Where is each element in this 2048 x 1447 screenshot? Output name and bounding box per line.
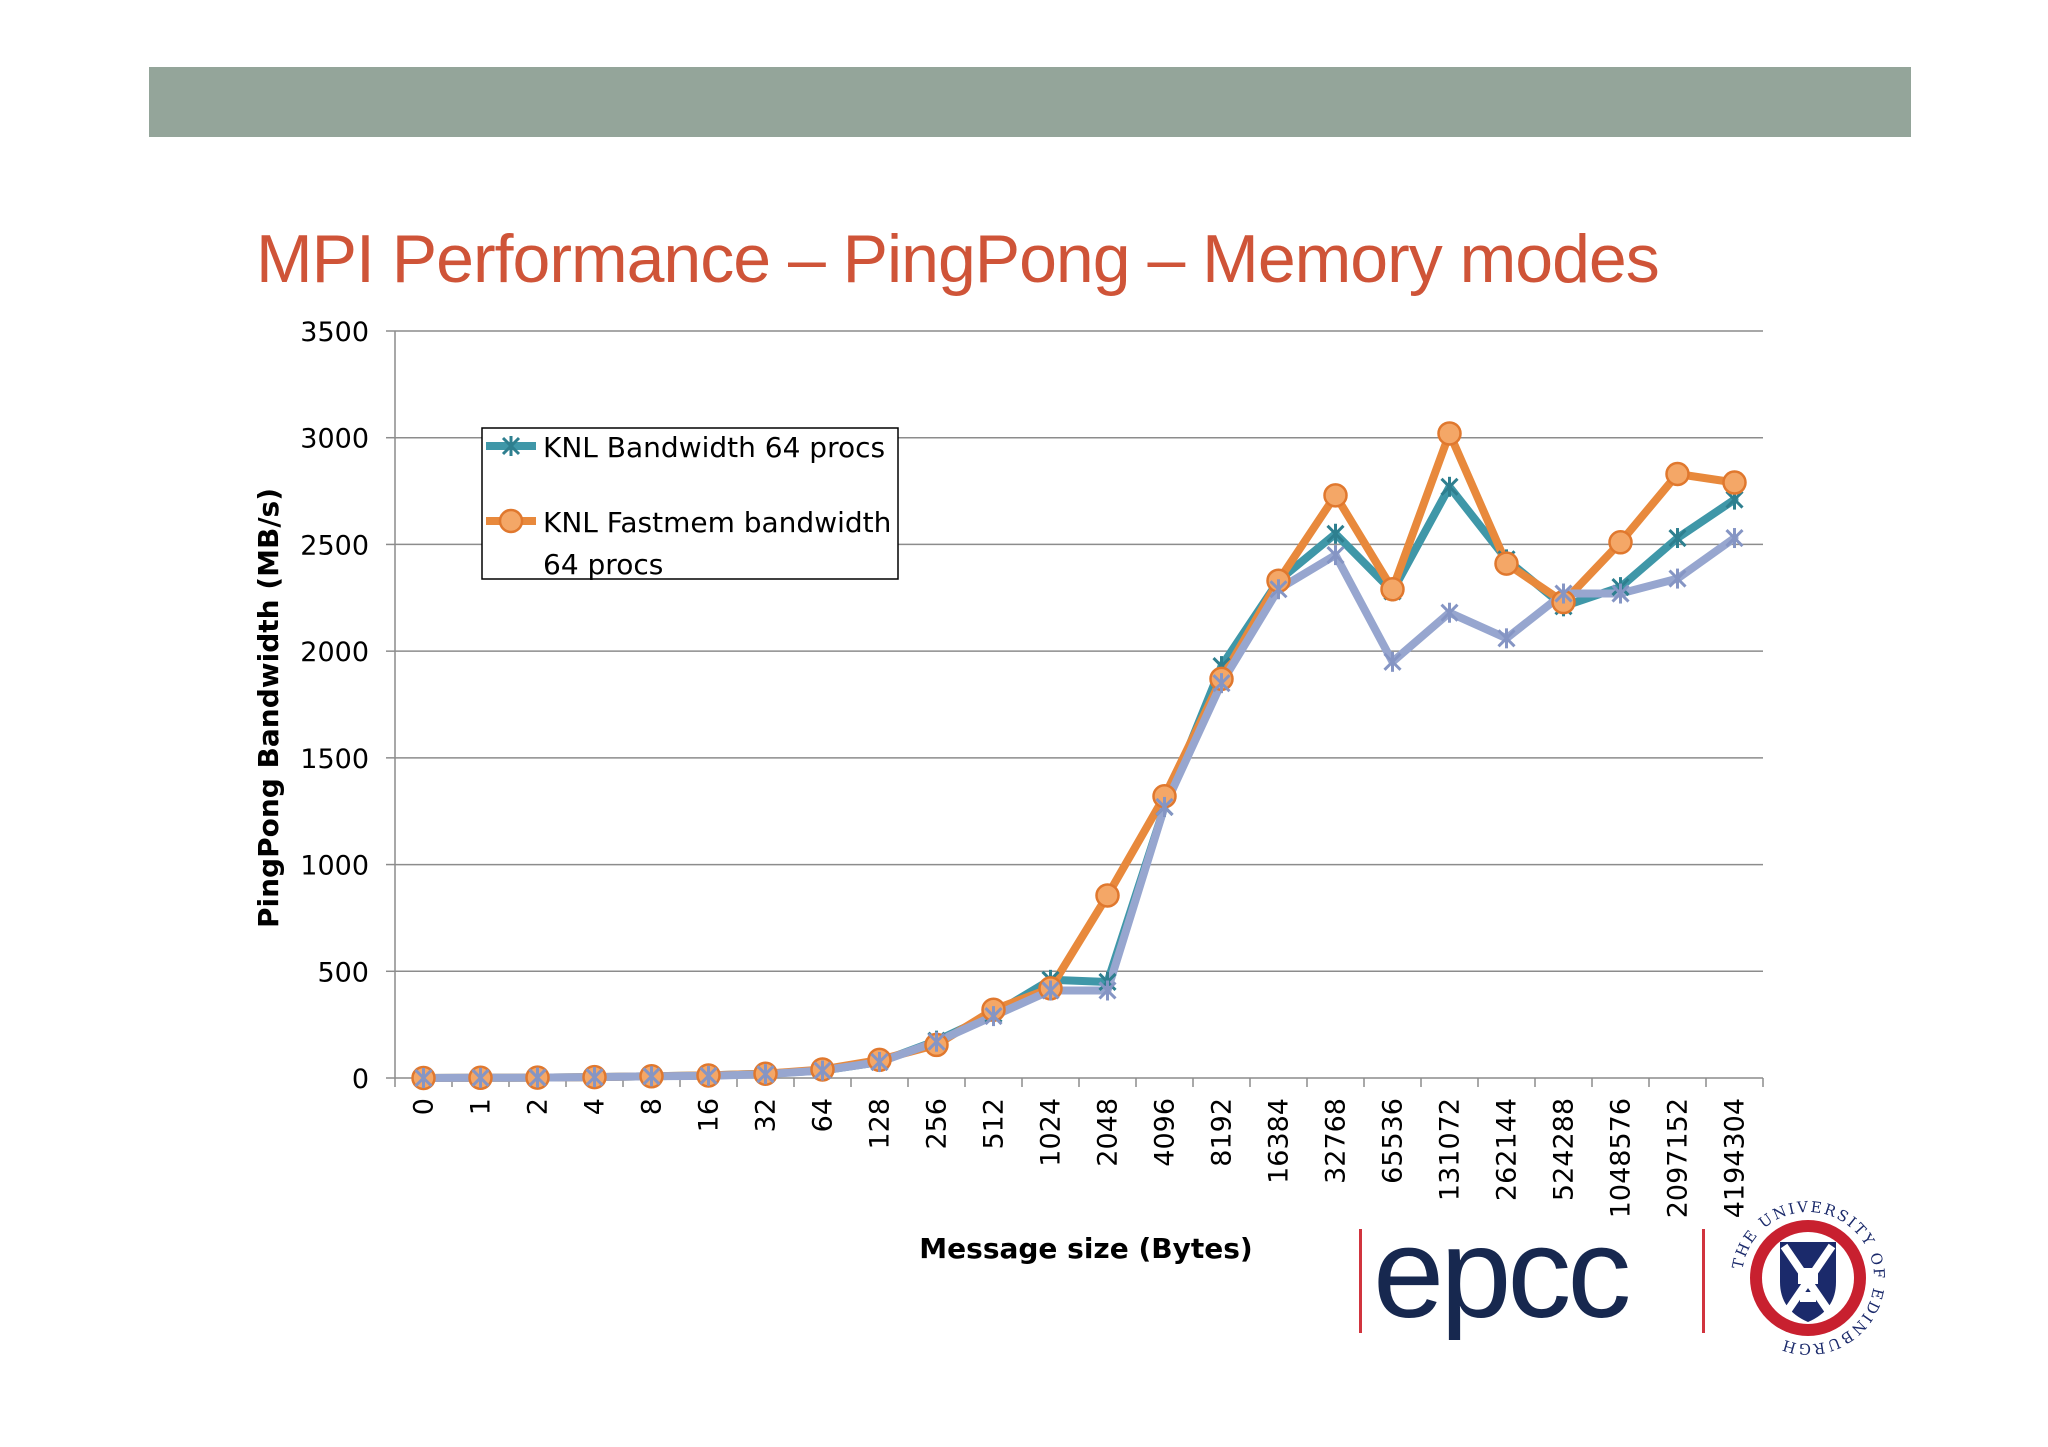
data-point-series-1 bbox=[1326, 523, 1345, 544]
x-tick-label: 2 bbox=[523, 1098, 554, 1115]
data-point-series-2 bbox=[1437, 421, 1462, 446]
y-tick-label: 500 bbox=[317, 957, 369, 988]
data-point-series-3 bbox=[528, 1067, 547, 1088]
data-point-series-1 bbox=[1668, 528, 1687, 549]
data-point-series-3 bbox=[414, 1068, 433, 1088]
gridlines bbox=[395, 330, 1763, 973]
x-tick-label: 16384 bbox=[1264, 1098, 1295, 1184]
data-point-series-2 bbox=[1380, 576, 1405, 602]
x-tick-label: 2048 bbox=[1093, 1098, 1124, 1167]
x-tick-label: 524288 bbox=[1549, 1098, 1580, 1201]
university-crest-logo: THE UNIVERSITY OF EDINBURGH bbox=[1729, 1198, 1887, 1358]
x-tick-label: 1048576 bbox=[1606, 1098, 1637, 1218]
x-tick-label: 32 bbox=[751, 1098, 782, 1132]
data-point-series-2 bbox=[1323, 483, 1348, 508]
data-point-series-2 bbox=[1095, 883, 1120, 908]
series-markers bbox=[411, 421, 1747, 1091]
legend-marker-1 bbox=[501, 436, 521, 456]
data-point-series-3 bbox=[1611, 583, 1630, 604]
data-point-series-3 bbox=[870, 1051, 889, 1072]
data-point-series-1 bbox=[1440, 476, 1459, 497]
data-point-series-2 bbox=[1608, 530, 1633, 555]
x-tick-label: 256 bbox=[922, 1098, 953, 1150]
y-tick-label: 1500 bbox=[300, 744, 369, 775]
data-point-series-3 bbox=[1497, 628, 1516, 649]
data-point-series-3 bbox=[585, 1067, 604, 1088]
x-tick-label: 64 bbox=[808, 1098, 839, 1132]
legend: KNL Bandwidth 64 procs KNL Fastmem bandw… bbox=[481, 427, 899, 581]
x-tick-label: 4096 bbox=[1150, 1098, 1181, 1167]
data-point-series-3 bbox=[1098, 980, 1117, 1001]
x-tick-label: 512 bbox=[979, 1098, 1010, 1150]
epcc-logo-bar-left bbox=[1359, 1229, 1362, 1333]
x-tick-label: 2097152 bbox=[1663, 1098, 1694, 1218]
legend-marker-2 bbox=[498, 508, 524, 534]
data-point-series-3 bbox=[1668, 568, 1687, 589]
x-tick-label: 0 bbox=[409, 1098, 440, 1115]
data-point-series-3 bbox=[813, 1060, 832, 1081]
data-point-series-3 bbox=[756, 1064, 775, 1085]
data-point-series-3 bbox=[1326, 545, 1345, 566]
data-point-series-3 bbox=[1212, 673, 1231, 694]
epcc-logo-bar-right bbox=[1702, 1229, 1705, 1333]
x-tick-label: 131072 bbox=[1435, 1098, 1466, 1201]
x-tick-label: 32768 bbox=[1321, 1098, 1352, 1184]
data-point-series-3 bbox=[927, 1031, 946, 1052]
data-point-series-3 bbox=[984, 1006, 1003, 1027]
x-tick-label: 8192 bbox=[1207, 1098, 1238, 1167]
legend-entry-2-text: KNL Fastmem bandwidth bbox=[543, 506, 891, 539]
data-point-series-3 bbox=[1041, 980, 1060, 1001]
x-tick-label: 1024 bbox=[1036, 1098, 1067, 1167]
x-tick-label: 16 bbox=[694, 1098, 725, 1132]
data-point-series-2 bbox=[1494, 551, 1519, 576]
series-line-3 bbox=[419, 534, 1739, 1082]
y-axis-title: PingPong Bandwidth (MB/s) bbox=[252, 488, 285, 928]
data-point-series-3 bbox=[471, 1067, 490, 1088]
x-tick-label: 4194304 bbox=[1720, 1098, 1751, 1218]
y-tick-label: 3000 bbox=[300, 424, 369, 455]
x-tick-label: 65536 bbox=[1378, 1098, 1409, 1184]
tick-labels: 0 500 1000 1500 2000 2500 3000 3500 0 1 2 4 8 16 32 64 1… bbox=[300, 317, 1750, 1218]
data-point-series-3 bbox=[1725, 528, 1744, 549]
data-point-series-3 bbox=[642, 1066, 661, 1087]
header-bar bbox=[149, 67, 1911, 137]
epcc-logo: epcc bbox=[1359, 1225, 1705, 1340]
data-point-series-3 bbox=[1155, 796, 1174, 817]
x-tick-label: 8 bbox=[637, 1098, 668, 1115]
data-point-series-3 bbox=[1554, 583, 1573, 604]
legend-entry-2-text-line2: 64 procs bbox=[543, 548, 663, 581]
x-tick-label: 128 bbox=[865, 1098, 896, 1150]
axes bbox=[386, 330, 1764, 1087]
data-point-series-2 bbox=[1722, 470, 1747, 495]
data-point-series-2 bbox=[1665, 461, 1690, 487]
y-tick-label: 3500 bbox=[300, 317, 369, 348]
data-point-series-3 bbox=[1440, 602, 1459, 623]
y-tick-label: 2000 bbox=[300, 637, 369, 668]
y-tick-label: 0 bbox=[352, 1064, 369, 1095]
data-point-series-3 bbox=[699, 1065, 718, 1086]
x-tick-label: 262144 bbox=[1492, 1098, 1523, 1201]
y-tick-label: 1000 bbox=[300, 851, 369, 882]
legend-entry-1-text: KNL Bandwidth 64 procs bbox=[543, 431, 885, 464]
data-point-series-3 bbox=[1269, 579, 1288, 600]
epcc-logo-text: epcc bbox=[1373, 1225, 1628, 1340]
x-tick-label: 1 bbox=[466, 1098, 497, 1115]
data-point-series-3 bbox=[1383, 651, 1402, 672]
legend-box bbox=[481, 427, 899, 580]
slide-title: MPI Performance – PingPong – Memory mode… bbox=[256, 221, 1660, 297]
x-axis-title: Message size (Bytes) bbox=[919, 1232, 1252, 1265]
y-tick-label: 2500 bbox=[300, 530, 369, 561]
x-tick-label: 4 bbox=[580, 1098, 611, 1115]
